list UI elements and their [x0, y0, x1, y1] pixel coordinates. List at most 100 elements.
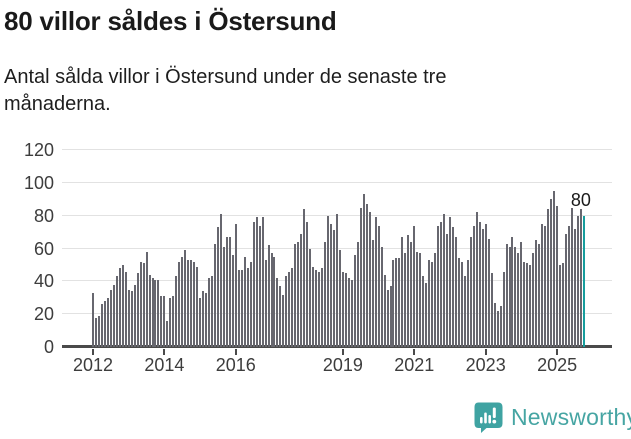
- x-axis-tick: [484, 349, 487, 355]
- bar: [246, 268, 249, 347]
- bar: [347, 278, 350, 347]
- bar: [449, 217, 451, 347]
- bar: [508, 246, 511, 347]
- bar: [353, 255, 356, 347]
- bar: [288, 271, 291, 347]
- bar: [341, 271, 344, 347]
- bar: [374, 217, 377, 347]
- bar: [181, 256, 184, 347]
- gridline: [62, 181, 612, 183]
- bar: [261, 217, 264, 347]
- x-axis-tick-label: 2021: [394, 355, 435, 375]
- newsworthy-wordmark: Newsworthy: [511, 403, 631, 430]
- bar: [205, 292, 208, 347]
- bar: [440, 222, 443, 347]
- bar: [335, 214, 338, 347]
- bar: [457, 258, 460, 347]
- bar: [324, 241, 327, 347]
- bar: [395, 258, 398, 347]
- bar: [392, 260, 395, 347]
- bar: [121, 264, 124, 347]
- bar: [100, 304, 103, 347]
- bar: [151, 278, 154, 347]
- bar: [237, 269, 240, 347]
- bar: [356, 241, 359, 347]
- x-axis-tick: [92, 349, 94, 355]
- bar: [502, 271, 505, 347]
- x-axis-tick-label: 2023: [465, 355, 506, 375]
- bar: [350, 279, 353, 347]
- bar: [359, 207, 362, 347]
- bar: [538, 243, 541, 347]
- bar: [92, 292, 94, 347]
- bar: [481, 228, 484, 347]
- bar: [252, 222, 255, 347]
- bar: [576, 215, 579, 347]
- bar: [526, 263, 529, 347]
- bar: [184, 250, 187, 347]
- bar: [490, 273, 493, 347]
- bar: [570, 207, 573, 347]
- bar: [300, 233, 303, 347]
- bar: [332, 230, 335, 347]
- bar: [532, 253, 535, 347]
- bar: [496, 310, 499, 347]
- bar: [493, 302, 496, 347]
- chart-subtitle: Antal sålda villor i Östersund under de …: [4, 66, 447, 115]
- bar: [431, 261, 434, 347]
- bar: [243, 256, 246, 347]
- bar: [443, 214, 446, 347]
- bar: [228, 237, 231, 347]
- bar: [466, 260, 469, 347]
- x-axis-tick: [163, 349, 166, 355]
- bar: [451, 227, 454, 347]
- bar: [368, 212, 371, 347]
- bar: [401, 237, 404, 347]
- bar: [309, 248, 312, 347]
- bar: [475, 212, 478, 347]
- bar: [318, 271, 321, 347]
- x-axis-tick-label: 2016: [215, 355, 256, 375]
- bar: [469, 237, 472, 347]
- y-axis-tick-label: 20: [33, 304, 54, 325]
- bar: [371, 240, 374, 347]
- bar: [398, 258, 401, 347]
- bar: [434, 253, 437, 347]
- bar: [279, 286, 282, 347]
- bar: [222, 246, 225, 347]
- bar: [240, 269, 243, 347]
- bar: [514, 246, 517, 347]
- bar: [541, 223, 544, 347]
- bar: [294, 243, 297, 347]
- last-value-annotation: 80: [570, 189, 591, 210]
- bar: [487, 238, 490, 347]
- bar: [365, 204, 368, 347]
- bar: [270, 253, 273, 347]
- bar: [389, 286, 392, 347]
- bar: [419, 253, 422, 347]
- bar: [136, 273, 139, 347]
- bar: [520, 241, 523, 347]
- bar: [568, 225, 570, 347]
- bar: [407, 235, 410, 347]
- bar: [139, 261, 142, 347]
- highlighted-bar: [582, 215, 585, 347]
- x-axis-tick: [413, 349, 416, 355]
- bar: [428, 260, 431, 347]
- bar: [425, 283, 428, 347]
- bar: [416, 251, 419, 347]
- bar: [216, 227, 219, 347]
- bar: [282, 294, 285, 347]
- bar: [330, 223, 332, 347]
- bar: [410, 241, 413, 347]
- bar: [321, 268, 324, 347]
- bar: [579, 209, 582, 347]
- bar: [523, 261, 526, 347]
- newsworthy-barchart-bubble-icon: [474, 402, 503, 433]
- bar: [499, 306, 502, 347]
- newsworthy-logo: Newsworthy: [474, 401, 631, 433]
- bar: [115, 276, 118, 347]
- x-axis-tick: [341, 349, 344, 355]
- bar: [362, 194, 365, 347]
